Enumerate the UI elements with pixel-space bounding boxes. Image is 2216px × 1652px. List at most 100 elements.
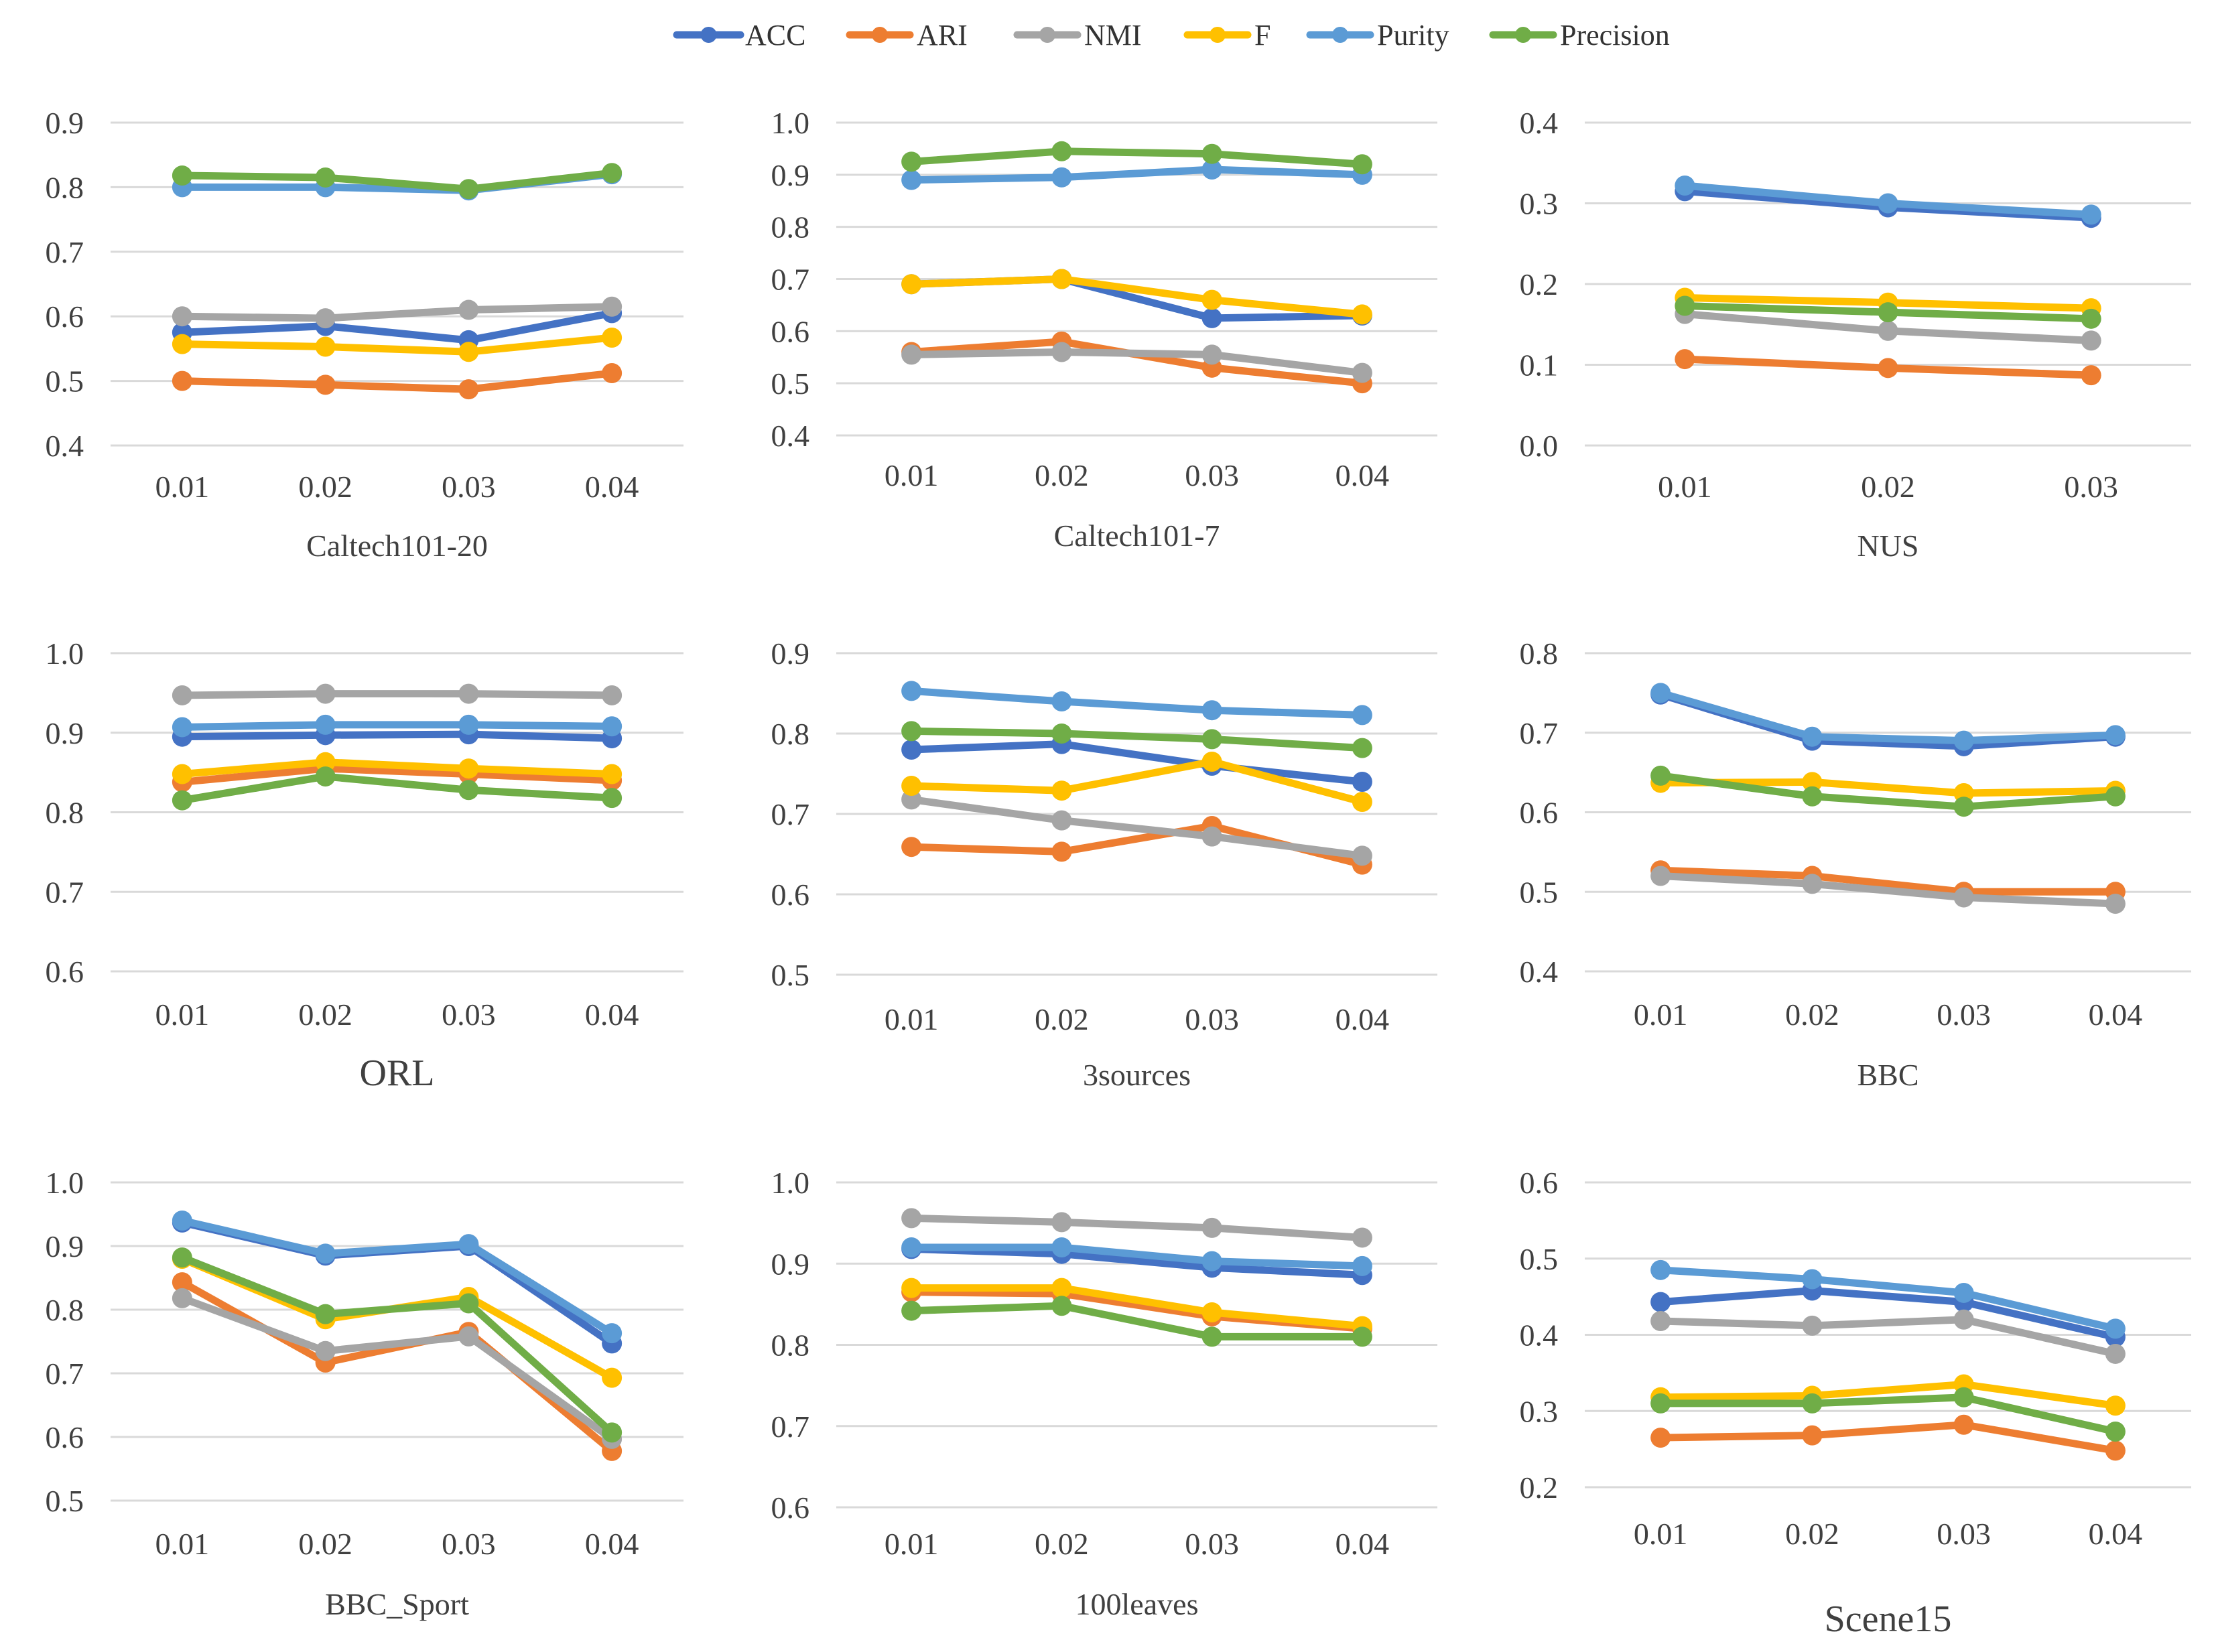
data-point-purity [1650,1259,1671,1280]
series-f [901,269,1372,325]
series-nmi [901,1208,1372,1248]
data-point-precision [1201,729,1222,750]
series-line-purity [1656,1266,2120,1332]
y-tick-label: 0.6 [46,1420,84,1454]
y-tick-label: 1.0 [771,106,810,140]
y-tick-label: 1.0 [771,1166,810,1200]
data-point-nmi [901,1208,922,1229]
data-point-nmi [1201,344,1222,365]
x-tick-label: 0.04 [585,997,639,1032]
chart-panel-scene15: 0.2 0.3 0.4 0.5 0.6 0.01 0.02 0.03 0.04 Scene15 [1520,1166,2191,1640]
series-purity [1650,683,2126,751]
data-point-ari [315,374,336,395]
series-line-f [178,758,616,778]
x-tick-label: 0.03 [442,997,496,1032]
data-point-precision [458,780,479,801]
legend-label: Purity [1377,19,1449,52]
data-point-purity [1352,705,1372,726]
data-point-f [315,336,336,357]
data-point-f [901,776,922,796]
data-point-precision [1352,738,1372,758]
data-point-nmi [1352,362,1372,383]
legend-label: F [1254,19,1270,52]
data-point-nmi [1051,810,1072,831]
series-line-acc [1656,1287,2120,1341]
data-point-purity [901,1237,922,1257]
series-line-acc [907,1245,1366,1279]
series-precision [1650,1387,2126,1442]
y-tick-label: 0.6 [46,299,84,334]
legend-swatch-marker [872,27,888,43]
y-tick-label: 0.3 [1520,187,1559,221]
y-tick-label: 0.8 [46,170,84,204]
data-point-f [172,334,192,354]
x-tick-label: 0.03 [2064,470,2118,504]
data-point-purity [2105,725,2126,746]
data-point-nmi [2081,330,2101,351]
data-point-purity [901,169,922,190]
y-tick-label: 0.2 [1520,267,1559,301]
data-point-nmi [172,306,192,327]
series-line-ari [1656,1421,2120,1454]
y-tick-label: 0.6 [46,955,84,989]
data-point-ari [1878,358,1898,378]
data-point-purity [315,714,336,735]
data-point-precision [1878,302,1898,323]
series-precision [172,766,623,811]
y-tick-label: 0.7 [771,263,810,297]
y-tick-label: 0.5 [46,364,84,399]
series-line-precision [907,1302,1366,1340]
data-point-ari [1953,1414,1974,1435]
data-point-f [1051,269,1072,289]
series-line-f [907,275,1366,318]
x-tick-label: 0.02 [298,997,352,1032]
y-tick-label: 0.7 [46,1357,84,1391]
series-line-precision [178,772,616,805]
data-point-purity [2105,1318,2126,1339]
series-nmi [172,683,623,705]
data-point-ari [2081,365,2101,386]
data-point-nmi [315,1340,336,1361]
series-line-f [178,334,616,356]
data-point-nmi [1802,1315,1823,1336]
y-tick-label: 0.5 [771,366,810,401]
data-point-purity [901,681,922,701]
series-ari [1675,349,2101,386]
data-point-f [172,764,192,784]
series-line-f [907,1284,1366,1330]
data-point-purity [2081,204,2101,225]
y-tick-label: 0.7 [46,235,84,269]
x-tick-label: 0.04 [1335,1002,1390,1036]
data-point-ari [1675,349,1695,370]
chart-panel-3sources: 0.5 0.6 0.7 0.8 0.9 0.01 0.02 0.03 0.04 3sources [771,636,1437,1092]
chart-panel-orl: 0.6 0.7 0.8 0.9 1.0 0.01 0.02 0.03 0.04 ORL [46,636,683,1094]
data-point-precision [1953,1387,1974,1407]
chart-panel-100leaves: 0.6 0.7 0.8 0.9 1.0 0.01 0.02 0.03 0.04 100leaves [771,1166,1437,1621]
data-point-precision [1675,295,1695,316]
series-line-nmi [178,690,616,699]
data-point-f [1352,792,1372,812]
y-tick-label: 0.1 [1520,348,1559,383]
y-tick-label: 0.8 [771,210,810,245]
y-tick-label: 0.8 [46,1293,84,1327]
x-tick-label: 0.01 [885,458,939,492]
y-tick-label: 1.0 [46,636,84,671]
x-tick-label: 0.01 [1634,1517,1688,1551]
series-line-precision [178,169,616,193]
x-tick-label: 0.01 [885,1002,939,1036]
y-tick-label: 0.8 [771,1328,810,1363]
data-point-ari [1051,841,1072,862]
series-precision [901,141,1372,175]
series-precision [901,721,1372,758]
series-line-purity [907,165,1366,184]
y-tick-label: 0.2 [1520,1470,1559,1505]
data-point-precision [1953,797,1974,817]
data-point-nmi [1352,845,1372,866]
data-point-purity [602,716,623,737]
data-point-ari [901,837,922,857]
x-tick-label: 0.01 [155,470,210,504]
series-precision [172,163,623,200]
series-nmi [1650,1309,2126,1364]
data-point-nmi [901,344,922,365]
series-line-f [907,758,1366,806]
